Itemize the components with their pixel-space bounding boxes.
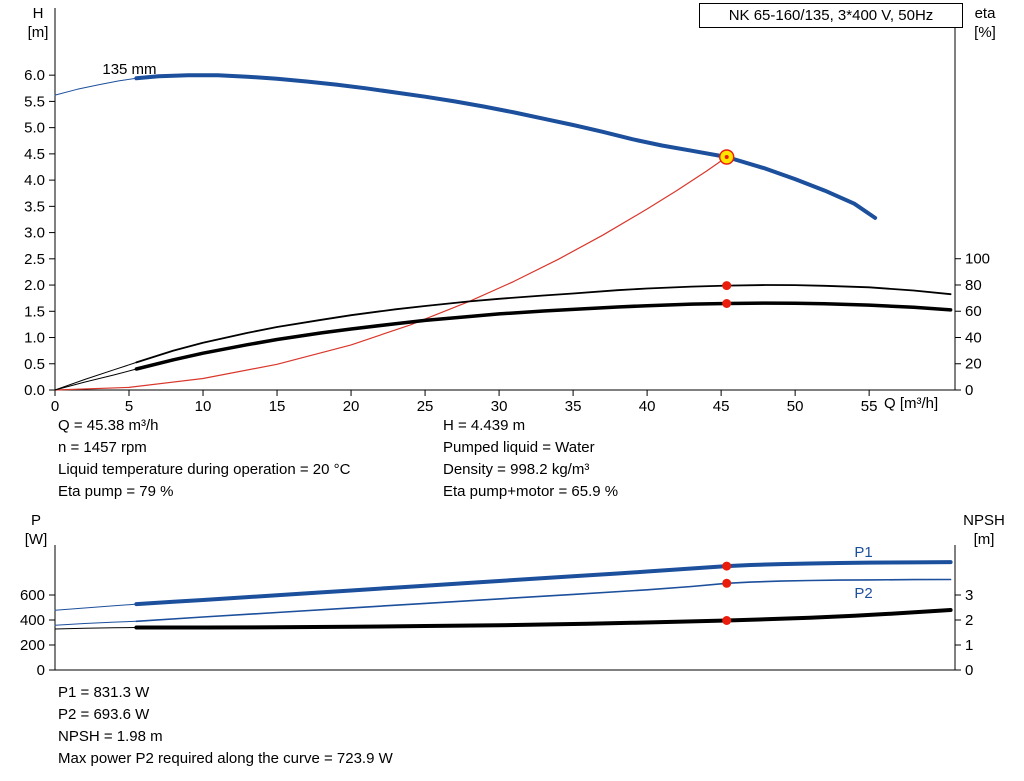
npsh-axis-label-symbol: NPSH bbox=[963, 512, 1005, 529]
tick-label: 3.0 bbox=[24, 225, 45, 242]
result-pumped-liquid: Pumped liquid = Water bbox=[443, 439, 595, 456]
tick-label: 1.0 bbox=[24, 330, 45, 347]
curve-h-curve-leadin bbox=[54, 77, 137, 96]
tick-label: 60 bbox=[965, 303, 982, 320]
curve-eta-total-curve bbox=[134, 301, 953, 371]
result-p2: P2 = 693.6 W bbox=[58, 706, 150, 723]
pump-name-title: NK 65-160/135, 3*400 V, 50Hz bbox=[699, 3, 963, 28]
curve-npsh-leadin bbox=[54, 627, 137, 630]
tick-label: 600 bbox=[20, 587, 45, 604]
p-axis-label-symbol: P bbox=[30, 512, 41, 529]
result-h: H = 4.439 m bbox=[443, 417, 526, 434]
tick-label: 80 bbox=[965, 277, 982, 294]
tick-label: 40 bbox=[965, 329, 982, 346]
curve-system-curve bbox=[54, 156, 728, 391]
tick-label: 5 bbox=[125, 398, 133, 415]
tick-label: 6.0 bbox=[24, 67, 45, 84]
eta-pump-dot bbox=[722, 281, 732, 291]
curve-h-curve bbox=[134, 73, 878, 220]
curve-eta-pump-leadin bbox=[54, 361, 137, 391]
tick-label: 50 bbox=[787, 398, 804, 415]
tick-label: 20 bbox=[343, 398, 360, 415]
tick-label: 100 bbox=[965, 251, 990, 268]
h-axis-label-symbol: H bbox=[32, 5, 44, 22]
p2-curve-label: P2 bbox=[854, 585, 872, 602]
hq-eta-chart[interactable]: 0 5 10 15 20 25 30 35 40 45 50 55 0.0 0.5 1.0 1.5 2.0 2.5… bbox=[0, 0, 1024, 420]
result-npsh: NPSH = 1.98 m bbox=[58, 728, 163, 745]
result-liquid-temp: Liquid temperature during operation = 20… bbox=[58, 461, 351, 478]
eta-axis-label-symbol: eta bbox=[974, 5, 996, 22]
h-axis-label-unit: [m] bbox=[27, 24, 49, 41]
h-axis-label: H [m] bbox=[16, 4, 60, 42]
duty-results-left: Q = 45.38 m³/h n = 1457 rpm Liquid tempe… bbox=[58, 415, 350, 503]
impeller-size-label: 135 mm bbox=[102, 61, 156, 78]
p2-dot bbox=[722, 578, 732, 588]
p-axis-label: P [W] bbox=[14, 511, 58, 549]
tick-label: 15 bbox=[269, 398, 286, 415]
curve-eta-pump-curve bbox=[135, 284, 952, 364]
tick-label: 0 bbox=[51, 398, 59, 415]
tick-label: 40 bbox=[639, 398, 656, 415]
duty-results-right: H = 4.439 m Pumped liquid = Water Densit… bbox=[443, 415, 618, 503]
curve-p1-curve bbox=[134, 560, 953, 607]
tick-label: 20 bbox=[965, 356, 982, 373]
result-q: Q = 45.38 m³/h bbox=[58, 417, 159, 434]
tick-label: 4.0 bbox=[24, 172, 45, 189]
result-p1: P1 = 831.3 W bbox=[58, 684, 150, 701]
eta-motor-dot bbox=[722, 299, 732, 308]
tick-label: 0 bbox=[37, 662, 45, 679]
tick-label: 45 bbox=[713, 398, 730, 415]
result-eta-pump-motor: Eta pump+motor = 65.9 % bbox=[443, 483, 619, 500]
result-density: Density = 998.2 kg/m³ bbox=[443, 461, 590, 478]
npsh-axis-label-unit: [m] bbox=[973, 531, 995, 548]
tick-label: 2.0 bbox=[24, 277, 45, 294]
tick-label: 35 bbox=[565, 398, 582, 415]
tick-label: 55 bbox=[861, 398, 878, 415]
eta-axis-label-unit: [%] bbox=[974, 24, 996, 41]
power-results: P1 = 831.3 W P2 = 693.6 W NPSH = 1.98 m … bbox=[58, 682, 393, 770]
tick-label: 0.5 bbox=[24, 356, 45, 373]
result-eta-pump: Eta pump = 79 % bbox=[58, 483, 174, 500]
tick-label: 0 bbox=[965, 382, 973, 399]
p1-dot bbox=[722, 561, 732, 571]
q-axis-label: Q [m³/h] bbox=[884, 395, 939, 412]
power-npsh-chart[interactable]: 0 200 400 600 0 1 2 3 P1 P2 bbox=[0, 505, 1024, 685]
p1-curve-label: P1 bbox=[854, 544, 872, 561]
tick-label: 5.5 bbox=[24, 93, 45, 110]
tick-label: 0.0 bbox=[24, 382, 45, 399]
curve-p2-curve bbox=[135, 578, 952, 623]
npsh-dot bbox=[722, 616, 732, 625]
tick-label: 3.5 bbox=[24, 198, 45, 215]
result-max-p2: Max power P2 required along the curve = … bbox=[58, 750, 393, 767]
tick-label: 25 bbox=[417, 398, 434, 415]
curve-npsh-curve bbox=[134, 608, 953, 630]
tick-label: 400 bbox=[20, 612, 45, 629]
tick-label: 1.5 bbox=[24, 303, 45, 320]
tick-label: 1 bbox=[965, 637, 973, 654]
tick-label: 2 bbox=[965, 612, 973, 629]
tick-label: 200 bbox=[20, 637, 45, 654]
curve-p1-leadin bbox=[54, 603, 137, 611]
tick-label: 10 bbox=[195, 398, 212, 415]
tick-label: 5.0 bbox=[24, 120, 45, 137]
result-speed: n = 1457 rpm bbox=[58, 439, 147, 456]
eta-axis-label: eta [%] bbox=[958, 4, 1012, 42]
curve-p2-leadin bbox=[54, 620, 137, 626]
tick-label: 0 bbox=[965, 662, 973, 679]
tick-label: 30 bbox=[491, 398, 508, 415]
tick-label: 2.5 bbox=[24, 251, 45, 268]
tick-label: 4.5 bbox=[24, 146, 45, 163]
npsh-axis-label: NPSH [m] bbox=[948, 511, 1020, 549]
duty-point-center bbox=[724, 155, 729, 159]
p-axis-label-unit: [W] bbox=[24, 531, 48, 548]
curve-eta-total-leadin bbox=[54, 368, 137, 391]
tick-label: 3 bbox=[965, 587, 973, 604]
